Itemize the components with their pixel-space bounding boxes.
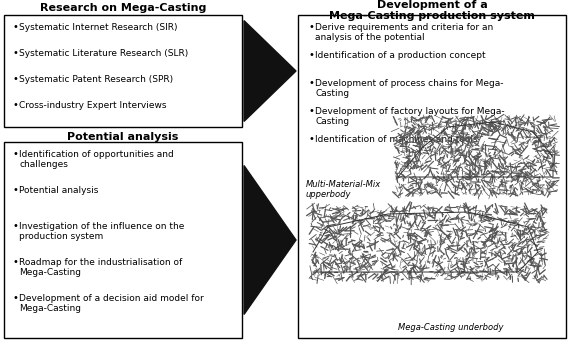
Text: •: • <box>308 106 314 116</box>
Text: •: • <box>12 74 18 84</box>
Text: •: • <box>308 22 314 32</box>
Text: •: • <box>308 78 314 88</box>
Text: Potential analysis: Potential analysis <box>19 186 99 195</box>
Text: Research on Mega-Casting: Research on Mega-Casting <box>40 3 206 13</box>
Bar <box>4 15 242 127</box>
Text: Derive requirements and criteria for an
analysis of the potential: Derive requirements and criteria for an … <box>315 23 493 42</box>
Text: Development of factory layouts for Mega-
Casting: Development of factory layouts for Mega-… <box>315 107 504 127</box>
Text: Potential analysis: Potential analysis <box>67 132 178 142</box>
Text: •: • <box>12 185 18 195</box>
Text: Cross-industry Expert Interviews: Cross-industry Expert Interviews <box>19 101 166 110</box>
Text: •: • <box>308 134 314 144</box>
Text: Identification of opportunities and
challenges: Identification of opportunities and chal… <box>19 150 174 169</box>
Text: •: • <box>308 50 314 60</box>
Text: •: • <box>12 48 18 58</box>
Polygon shape <box>244 21 296 121</box>
Text: Roadmap for the industrialisation of
Mega-Casting: Roadmap for the industrialisation of Meg… <box>19 258 182 277</box>
Text: •: • <box>12 293 18 303</box>
Text: Mega-Casting underbody: Mega-Casting underbody <box>398 323 503 332</box>
Text: •: • <box>12 221 18 231</box>
Bar <box>298 15 566 338</box>
Bar <box>4 142 242 338</box>
Text: •: • <box>12 149 18 159</box>
Text: Development of a: Development of a <box>377 0 487 10</box>
Text: Investigation of the influence on the
production system: Investigation of the influence on the pr… <box>19 222 184 241</box>
Polygon shape <box>244 166 296 315</box>
Text: Systematic Internet Research (SIR): Systematic Internet Research (SIR) <box>19 23 177 32</box>
Text: Identification of machines and tools: Identification of machines and tools <box>315 135 478 144</box>
Text: Systematic Literature Research (SLR): Systematic Literature Research (SLR) <box>19 49 188 58</box>
Text: •: • <box>12 257 18 267</box>
Text: Multi-Material-Mix
upperbody: Multi-Material-Mix upperbody <box>306 180 381 199</box>
Text: •: • <box>12 100 18 110</box>
Text: •: • <box>12 22 18 32</box>
Text: Development of a decision aid model for
Mega-Casting: Development of a decision aid model for … <box>19 294 203 313</box>
Text: Identification of a production concept: Identification of a production concept <box>315 51 486 60</box>
Text: Systematic Patent Research (SPR): Systematic Patent Research (SPR) <box>19 75 173 84</box>
Text: Development of process chains for Mega-
Casting: Development of process chains for Mega- … <box>315 79 503 98</box>
Text: Mega-Casting production system: Mega-Casting production system <box>329 11 535 21</box>
